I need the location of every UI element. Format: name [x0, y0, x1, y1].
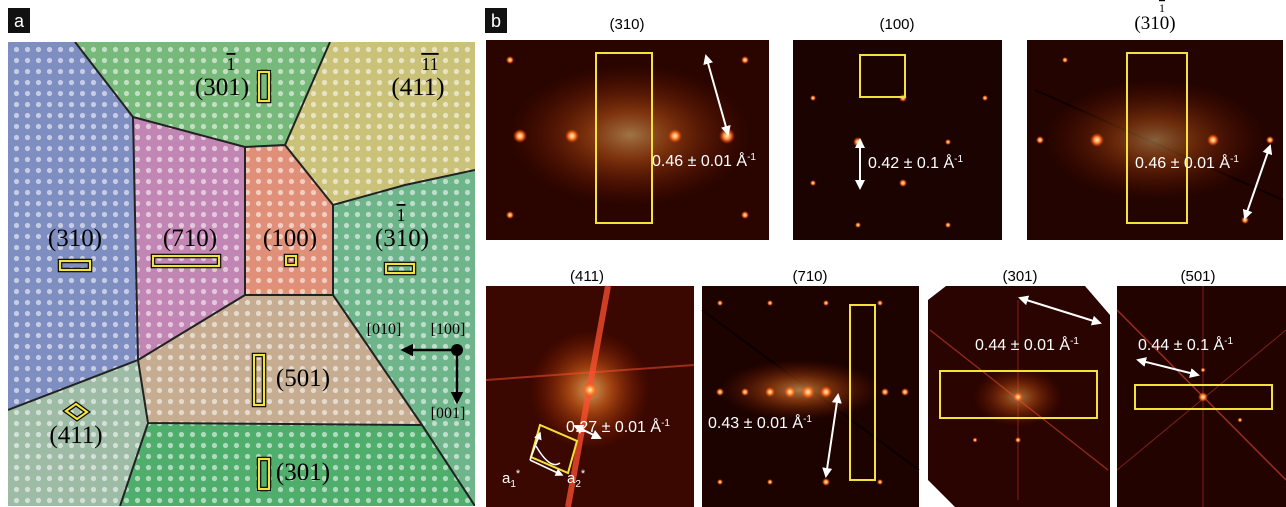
- measurement-100: 0.42 ± 0.1 Å: [868, 153, 955, 172]
- a1-label: a: [502, 470, 511, 487]
- measurement-310-bar: 0.46 ± 0.01 Å: [1135, 153, 1230, 172]
- a1-star: *: [516, 468, 521, 480]
- svg-text:0.44 ± 0.01 Å-1: 0.44 ± 0.01 Å-1: [975, 335, 1079, 354]
- label-411-bar: (411): [391, 74, 444, 101]
- title-301: (301): [1002, 268, 1037, 285]
- fft-100: 0.42 ± 0.1 Å-1: [793, 40, 1002, 240]
- unit-sup-100: -1: [954, 154, 963, 165]
- a2-label: a: [567, 470, 576, 487]
- title-310: (310): [609, 16, 644, 33]
- panel-a-label: a: [14, 11, 25, 31]
- unit-sup-301: -1: [1070, 336, 1079, 347]
- svg-text:a2*: a2*: [567, 468, 586, 490]
- measurement-710: 0.43 ± 0.01 Å: [708, 413, 803, 432]
- unit-sup-411: -1: [661, 418, 670, 429]
- panel-b-label: b: [491, 11, 501, 31]
- title-310-bar: (310): [1134, 13, 1175, 34]
- fft-411: 0.27 ± 0.01 Å-1 a1* a2*: [485, 285, 695, 507]
- fft-710: 0.43 ± 0.01 Å-1: [701, 286, 920, 507]
- axes-indicator: [010] [100] [001]: [367, 321, 466, 422]
- a2-sub: 2: [575, 479, 581, 490]
- measurement-501: 0.44 ± 0.1 Å: [1138, 335, 1225, 354]
- svg-text:0.46 ± 0.01 Å-1: 0.46 ± 0.01 Å-1: [1135, 153, 1239, 172]
- measurement-411: 0.27 ± 0.01 Å: [566, 417, 661, 436]
- svg-text:0.46 ± 0.01 Å-1: 0.46 ± 0.01 Å-1: [652, 151, 756, 170]
- label-501: (501): [276, 365, 330, 392]
- svg-text:a1*: a1*: [502, 468, 521, 490]
- svg-text:0.27 ± 0.01 Å-1: 0.27 ± 0.01 Å-1: [566, 417, 670, 436]
- label-100: (100): [263, 225, 317, 252]
- label-310: (310): [48, 225, 102, 252]
- svg-text:0.43 ± 0.01 Å-1: 0.43 ± 0.01 Å-1: [708, 413, 812, 432]
- axis-001-label: [001]: [431, 405, 466, 422]
- fft-301: 0.44 ± 0.01 Å-1: [928, 286, 1110, 507]
- overbar-title-310-bar: 1: [1159, 1, 1165, 15]
- label-301-bar: (301): [195, 74, 249, 101]
- selection-boxes: [57, 69, 417, 492]
- a2-star: *: [581, 468, 586, 480]
- title-100: (100): [879, 16, 914, 33]
- box-310-bar: [384, 262, 416, 275]
- svg-text:0.42 ± 0.1 Å-1: 0.42 ± 0.1 Å-1: [868, 153, 964, 172]
- svg-text:0.44 ± 0.1 Å-1: 0.44 ± 0.1 Å-1: [1138, 335, 1234, 354]
- panel-a: a (301) 1 (411) 11 (310) (710) (100) (31…: [8, 8, 475, 506]
- grain-boundaries: [8, 42, 475, 506]
- title-710: (710): [792, 268, 827, 285]
- box-710: [151, 254, 221, 268]
- fft-titles: (310) (100) (310) 1 (411) (710) (301) (5…: [570, 1, 1215, 285]
- overbar-411-bar: 11: [421, 54, 438, 74]
- fft-310: 0.46 ± 0.01 Å-1: [486, 40, 769, 240]
- axis-100-dot: [451, 344, 463, 356]
- fft-310-bar: 0.46 ± 0.01 Å-1: [1027, 40, 1284, 240]
- fft-501: 0.44 ± 0.1 Å-1: [1116, 286, 1286, 507]
- axis-010-label: [010]: [367, 321, 402, 338]
- measurement-301: 0.44 ± 0.01 Å: [975, 335, 1070, 354]
- unit-sup-710: -1: [803, 414, 812, 425]
- unit-sup-310: -1: [747, 152, 756, 163]
- grain-map: [8, 42, 475, 506]
- overbar-301-bar: 1: [227, 54, 236, 74]
- overbar-310-bar: 1: [397, 205, 406, 225]
- grain-labels: (301) 1 (411) 11 (310) (710) (100) (310)…: [48, 54, 445, 486]
- box-301: [257, 457, 271, 491]
- label-411: (411): [49, 422, 102, 449]
- title-501: (501): [1180, 268, 1215, 285]
- label-310-bar: (310): [375, 225, 429, 252]
- label-710: (710): [163, 225, 217, 252]
- box-301-bar: [257, 70, 271, 103]
- panel-b-label-box: [485, 8, 507, 33]
- panel-b: b (310) (100) (310) 1 (411) (710) (301) …: [485, 1, 1286, 507]
- box-310: [58, 259, 92, 272]
- title-411: (411): [570, 268, 604, 285]
- label-301: (301): [276, 459, 330, 486]
- box-501: [252, 353, 266, 407]
- box-100: [284, 254, 298, 267]
- unit-sup-501: -1: [1224, 336, 1233, 347]
- a1-sub: 1: [510, 479, 516, 490]
- box-411: [64, 402, 89, 421]
- unit-sup-310-bar: -1: [1230, 154, 1239, 165]
- panel-a-label-box: [8, 8, 30, 33]
- measurement-310: 0.46 ± 0.01 Å: [652, 151, 747, 170]
- axis-100-label: [100]: [431, 321, 466, 338]
